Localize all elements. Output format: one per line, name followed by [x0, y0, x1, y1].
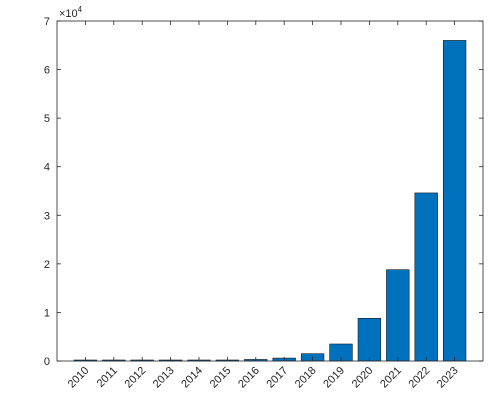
bar-2020: [357, 317, 382, 362]
bar-2022: [414, 192, 438, 362]
y-exponent-base: ×10: [59, 8, 78, 20]
x-tick-label-2011: 2011: [95, 365, 120, 390]
x-tick-label-2010: 2010: [66, 365, 92, 391]
y-tick-label: 3: [44, 210, 50, 222]
x-tick-label-2017: 2017: [265, 365, 291, 391]
y-exponent-label: ×104: [59, 5, 83, 20]
x-tick-label-2021: 2021: [378, 365, 404, 391]
x-tick-label-2013: 2013: [151, 365, 177, 391]
x-tick-label-2019: 2019: [321, 365, 347, 391]
x-tick-label-2015: 2015: [208, 365, 234, 391]
x-tick-label-2012: 2012: [123, 365, 149, 391]
bars-group: [73, 40, 467, 362]
x-tick-label-2016: 2016: [236, 365, 262, 391]
x-tick-label-2022: 2022: [407, 365, 433, 391]
x-tick-label-2020: 2020: [350, 365, 376, 391]
x-tick-label-2014: 2014: [179, 365, 205, 391]
axes-group: [56, 20, 484, 362]
y-tick-label: 1: [44, 307, 50, 319]
y-ticks-group: 0 1 2 3 4 5 6 7: [44, 16, 483, 368]
plot-frame: [56, 20, 484, 362]
bar-2021: [386, 269, 410, 362]
y-tick-label: 0: [44, 356, 50, 368]
y-tick-label: 2: [44, 259, 50, 271]
x-tick-label-2018: 2018: [293, 365, 319, 391]
y-exponent-power: 4: [78, 5, 83, 14]
bar-2023: [442, 40, 467, 362]
y-tick-label: 7: [44, 16, 50, 28]
y-tick-label: 6: [44, 65, 50, 77]
y-tick-label: 4: [44, 162, 50, 174]
y-tick-label: 5: [44, 113, 50, 125]
x-tick-label-2023: 2023: [435, 365, 461, 391]
